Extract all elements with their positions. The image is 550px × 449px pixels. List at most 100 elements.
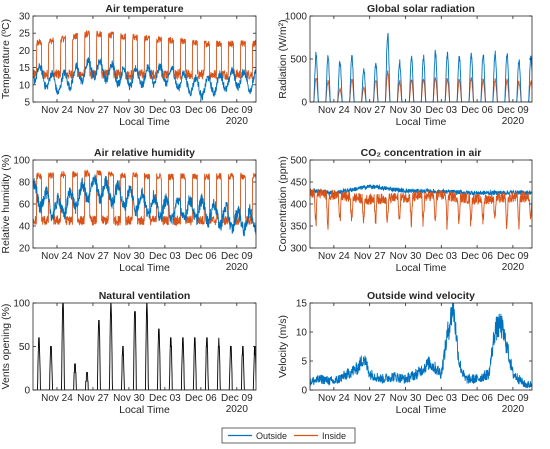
series-line-inside — [310, 187, 532, 230]
legend-label-outside: Outside — [256, 431, 287, 441]
y-axis-label: Relative humidity (%) — [0, 154, 12, 253]
y-tick-label: 500 — [290, 55, 307, 66]
chart-panel-2: 0 500 1000 Nov 24 Nov 27 Nov 30 Dec 03 Dec 06 De… — [277, 3, 533, 128]
x-tick-label: Dec 06 — [461, 393, 493, 404]
y-tick-label: 100 — [13, 299, 30, 310]
y-tick-label: 15 — [19, 63, 31, 74]
y-tick-label: 450 — [290, 178, 307, 189]
x-tick-label: Dec 06 — [461, 251, 493, 262]
x-tick-label: Nov 27 — [354, 105, 386, 116]
y-tick-label: 20 — [19, 46, 31, 57]
y-axis-label: Vents opening (%) — [0, 304, 12, 390]
series-line-outside — [310, 303, 532, 389]
chart-panel-5: 0 50 100 Nov 24 Nov 27 Nov 30 Dec 03 Dec 06 Dec … — [0, 290, 257, 416]
y-axis-label: Velocity (m/s) — [277, 315, 289, 378]
y-tick-label: 80 — [19, 178, 31, 189]
x-tick-label: Dec 03 — [425, 251, 457, 262]
x-axis-label: Local Time — [119, 116, 170, 128]
y-axis-label: Radiation (W/m²) — [277, 19, 289, 98]
x-tick-label: Dec 03 — [149, 251, 181, 262]
year-label: 2020 — [226, 262, 249, 273]
axes-box — [309, 15, 533, 103]
x-tick-label: Dec 03 — [425, 393, 457, 404]
x-tick-label: Nov 30 — [113, 251, 145, 262]
legend-box — [221, 427, 356, 444]
x-tick-label: Dec 06 — [185, 105, 217, 116]
x-tick-label: Nov 24 — [41, 105, 73, 116]
legend-label-inside: Inside — [322, 431, 346, 441]
x-tick-label: Dec 09 — [497, 105, 529, 116]
y-tick-label: 1000 — [285, 12, 308, 23]
y-tick-label: 500 — [290, 156, 307, 167]
legend: Outside Inside — [221, 427, 356, 444]
series-line-outside — [33, 174, 256, 237]
axes-box — [309, 302, 533, 391]
y-tick-label: 10 — [296, 328, 308, 339]
x-tick-label: Dec 09 — [221, 105, 253, 116]
x-axis-label: Local Time — [396, 262, 447, 274]
series-line-outside — [33, 56, 256, 101]
year-label: 2020 — [502, 262, 525, 273]
x-tick-label: Nov 30 — [390, 105, 422, 116]
y-tick-label: 40 — [19, 222, 31, 233]
x-tick-label: Nov 24 — [318, 105, 350, 116]
x-tick-label: Nov 30 — [390, 251, 422, 262]
axes-box — [309, 159, 533, 249]
y-tick-label: 5 — [301, 357, 307, 368]
chart-title: Air temperature — [105, 3, 183, 15]
y-axis-label: Temperature (ºC) — [0, 19, 12, 99]
y-tick-label: 50 — [19, 342, 31, 353]
x-tick-label: Dec 06 — [185, 251, 217, 262]
chart-title: Global solar radiation — [367, 3, 475, 15]
y-tick-label: 25 — [19, 29, 31, 40]
x-axis-label: Local Time — [119, 404, 170, 416]
x-tick-label: Nov 24 — [318, 393, 350, 404]
chart-title: Air relative humidity — [94, 147, 195, 159]
series-line-inside — [33, 168, 256, 227]
x-tick-label: Nov 24 — [41, 393, 73, 404]
y-tick-label: 10 — [19, 80, 31, 91]
x-tick-label: Nov 24 — [41, 251, 73, 262]
y-tick-label: 5 — [24, 98, 30, 109]
x-tick-label: Nov 24 — [318, 251, 350, 262]
x-tick-label: Dec 03 — [425, 105, 457, 116]
y-tick-label: 400 — [290, 200, 307, 211]
y-tick-label: 20 — [19, 244, 31, 255]
year-label: 2020 — [502, 116, 525, 127]
chart-panel-4: 300 350 400 450 500 Nov 24 Nov 27 Nov 30 Dec 03 D… — [277, 147, 533, 274]
x-tick-label: Nov 30 — [113, 105, 145, 116]
chart-panel-6: 0 5 10 15 Nov 24 Nov 27 Nov 30 Dec 03 Dec 06 Dec … — [277, 290, 533, 416]
x-tick-label: Nov 30 — [113, 393, 145, 404]
x-tick-label: Dec 03 — [149, 105, 181, 116]
x-axis-label: Local Time — [119, 262, 170, 274]
series-line-inside — [33, 29, 256, 81]
y-tick-label: 350 — [290, 222, 307, 233]
x-tick-label: Dec 09 — [497, 251, 529, 262]
year-label: 2020 — [226, 116, 249, 127]
x-tick-label: Dec 06 — [185, 393, 217, 404]
x-tick-label: Nov 30 — [390, 393, 422, 404]
series-line-outside — [310, 32, 532, 102]
x-tick-label: Nov 27 — [354, 251, 386, 262]
x-axis-label: Local Time — [396, 404, 447, 416]
y-tick-label: 0 — [301, 98, 307, 109]
x-tick-label: Nov 27 — [354, 393, 386, 404]
x-tick-label: Dec 09 — [497, 393, 529, 404]
chart-title: Outside wind velocity — [367, 290, 475, 302]
axes-box — [32, 15, 257, 103]
x-tick-label: Dec 03 — [149, 393, 181, 404]
x-tick-label: Dec 09 — [221, 393, 253, 404]
x-tick-label: Nov 27 — [77, 105, 109, 116]
x-tick-label: Dec 09 — [221, 251, 253, 262]
y-tick-label: 300 — [290, 244, 307, 255]
y-tick-label: 30 — [19, 12, 31, 23]
chart-panel-1: 5 10 15 20 25 30 Nov 24 Nov 27 Nov 30 Dec 03 Dec 0… — [0, 3, 257, 128]
y-axis-label: Concentration (ppm) — [277, 156, 289, 252]
series-line-inside — [310, 70, 532, 102]
chart-title: Natural ventilation — [99, 290, 191, 302]
chart-title: CO₂ concentration in air — [361, 147, 482, 159]
x-tick-label: Nov 27 — [77, 251, 109, 262]
x-axis-label: Local Time — [396, 116, 447, 128]
year-label: 2020 — [226, 404, 249, 415]
